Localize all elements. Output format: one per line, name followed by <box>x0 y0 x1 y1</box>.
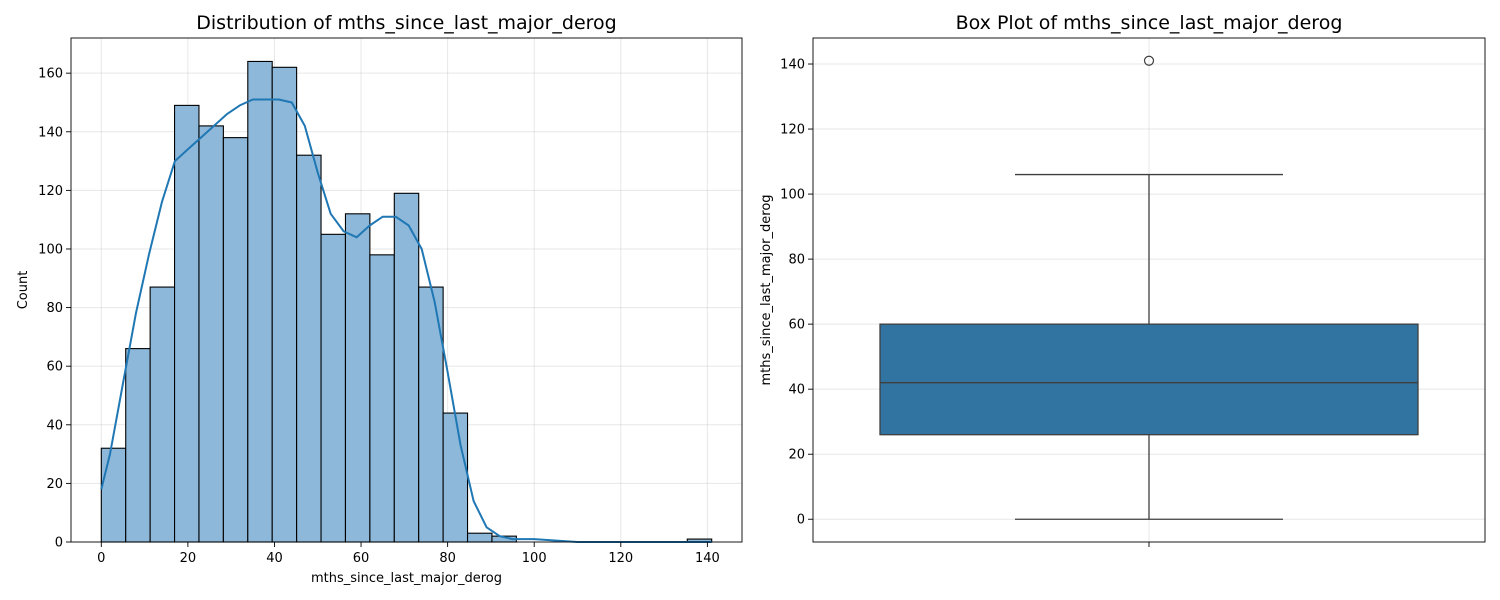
histogram-x-tick-label: 100 <box>522 551 547 566</box>
histogram-x-tick-label: 20 <box>180 551 197 566</box>
histogram-y-tick-label: 160 <box>38 67 63 82</box>
histogram-y-ticks: 0 20 40 60 80 100 120 140 160 <box>38 67 71 551</box>
boxplot-y-tick-label: 60 <box>788 318 805 333</box>
histogram-x-axis-label: mths_since_last_major_derog <box>311 571 502 586</box>
boxplot-y-ticks: 0 20 40 60 80 100 120 140 <box>780 58 813 528</box>
histogram-bar <box>198 125 224 543</box>
boxplot-marks <box>879 55 1419 520</box>
boxplot-y-tick-label: 120 <box>780 123 805 138</box>
boxplot-y-tick-label: 140 <box>780 58 805 73</box>
histogram-bar <box>100 447 127 543</box>
histogram-bar <box>296 154 322 543</box>
kde-curve <box>100 98 712 543</box>
histogram-x-tick-label: 80 <box>439 551 456 566</box>
histogram-bar <box>271 66 298 543</box>
histogram-y-tick-label: 100 <box>38 242 63 257</box>
histogram-y-tick-label: 20 <box>46 477 63 492</box>
boxplot-y-tick-label: 40 <box>788 383 805 398</box>
histogram-y-tick-label: 0 <box>55 536 63 551</box>
histogram-bar <box>247 60 273 543</box>
histogram-bar <box>393 192 420 543</box>
histogram-bar <box>369 254 395 543</box>
boxplot-y-tick-label: 0 <box>797 513 805 528</box>
boxplot-y-tick-label: 100 <box>780 188 805 203</box>
histogram-bars <box>100 60 713 543</box>
kde-curve-group <box>100 98 712 543</box>
histogram-x-tick-label: 140 <box>695 551 720 566</box>
histogram-bar <box>320 233 347 543</box>
histogram-bar <box>222 137 249 543</box>
histogram-bar <box>466 532 493 543</box>
boxplot-y-tick-label: 80 <box>788 253 805 268</box>
histogram-y-tick-label: 40 <box>46 418 63 433</box>
histogram-panel: 0 20 40 60 80 100 120 140 0 20 40 60 80 100 120 140 160… <box>16 12 743 586</box>
histogram-bar <box>125 348 151 543</box>
histogram-x-tick-label: 120 <box>608 551 633 566</box>
histogram-y-tick-label: 60 <box>46 360 63 375</box>
histogram-x-tick-label: 0 <box>97 551 105 566</box>
boxplot-title: Box Plot of mths_since_last_major_derog <box>956 12 1343 34</box>
histogram-y-tick-label: 140 <box>38 125 63 140</box>
boxplot-panel: 0 20 40 60 80 100 120 140 Box Plot of mths_sinc… <box>759 12 1486 547</box>
histogram-y-tick-label: 120 <box>38 184 63 199</box>
histogram-axes-frame <box>70 37 743 543</box>
outlier-point <box>1143 55 1155 66</box>
histogram-title: Distribution of mths_since_last_major_de… <box>196 12 616 34</box>
histogram-x-tick-label: 40 <box>266 551 283 566</box>
histogram-x-tick-label: 60 <box>353 551 370 566</box>
box-iqr <box>879 323 1419 436</box>
histogram-bar <box>442 412 469 543</box>
histogram-y-axis-label: Count <box>16 271 31 310</box>
histogram-bar <box>344 213 371 543</box>
boxplot-y-tick-label: 20 <box>788 448 805 463</box>
histogram-bar <box>174 104 200 543</box>
histogram-y-tick-label: 80 <box>46 301 63 316</box>
boxplot-y-axis-label: mths_since_last_major_derog <box>759 194 774 385</box>
histogram-x-ticks: 0 20 40 60 80 100 120 140 <box>97 542 720 566</box>
histogram-bar <box>149 286 176 543</box>
